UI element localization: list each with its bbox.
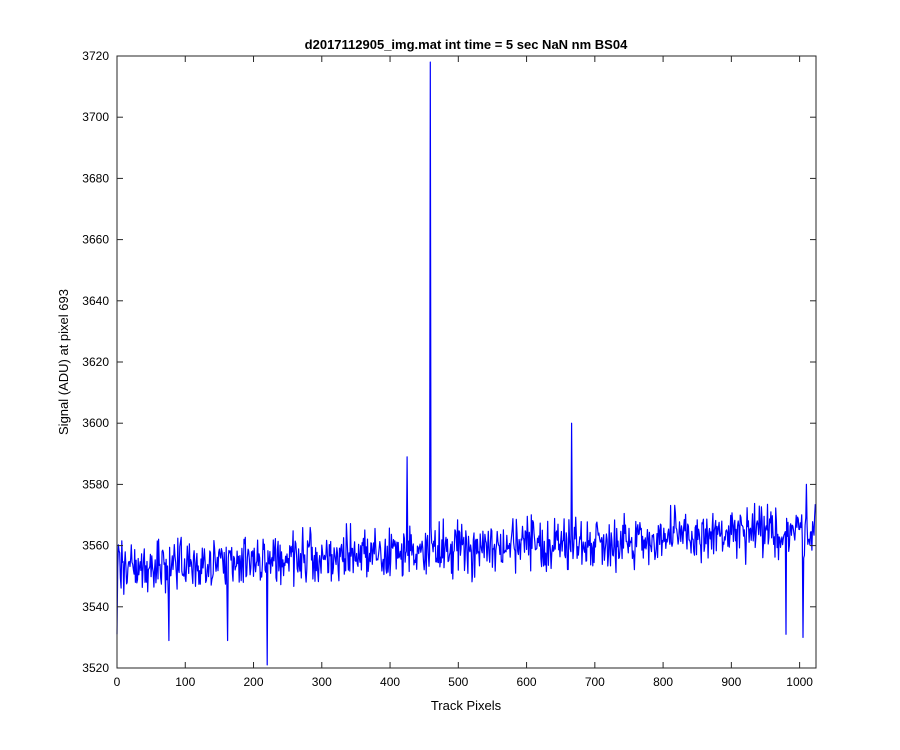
- y-tick-label: 3640: [82, 294, 109, 308]
- y-tick-label: 3680: [82, 171, 109, 185]
- chart-title: d2017112905_img.mat int time = 5 sec NaN…: [305, 37, 628, 52]
- x-tick-label: 0: [114, 675, 121, 689]
- x-tick-label: 700: [585, 675, 605, 689]
- y-tick-label: 3600: [82, 416, 109, 430]
- x-tick-label: 900: [721, 675, 741, 689]
- y-tick-label: 3660: [82, 233, 109, 247]
- y-tick-label: 3540: [82, 600, 109, 614]
- x-tick-label: 100: [175, 675, 195, 689]
- y-tick-label: 3620: [82, 355, 109, 369]
- x-tick-label: 500: [448, 675, 468, 689]
- y-tick-label: 3560: [82, 539, 109, 553]
- plot-frame: [116, 55, 817, 669]
- plot-background: [117, 56, 816, 668]
- y-tick-label: 3520: [82, 661, 109, 675]
- x-tick-label: 400: [380, 675, 400, 689]
- y-axis-ticks: 3520 3540 3560 3580 3600 3620 3640 3660 3680 3700…: [82, 49, 816, 675]
- x-axis-ticks: 0 100 200 300 400 500 600 700 800 900 1000: [114, 56, 813, 689]
- x-tick-label: 300: [312, 675, 332, 689]
- signal-series-line: [116, 61, 816, 666]
- y-tick-label: 3720: [82, 49, 109, 63]
- y-tick-label: 3700: [82, 110, 109, 124]
- x-tick-label: 200: [244, 675, 264, 689]
- y-axis-label: Signal (ADU) at pixel 693: [56, 289, 71, 435]
- x-tick-label: 1000: [786, 675, 813, 689]
- x-tick-label: 600: [517, 675, 537, 689]
- x-axis-label: Track Pixels: [431, 698, 502, 713]
- x-tick-label: 800: [653, 675, 673, 689]
- y-tick-label: 3580: [82, 477, 109, 491]
